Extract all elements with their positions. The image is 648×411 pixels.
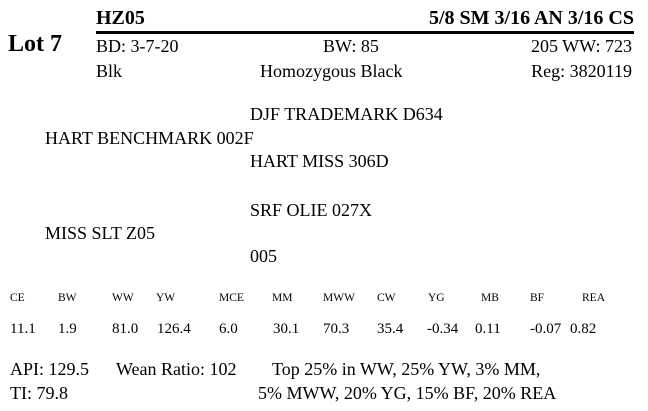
wean-weight: 205 WW: 723 [531,36,632,56]
breed-composition: 5/8 SM 3/16 AN 3/16 CS [428,7,634,29]
epd-label: CE [10,292,25,304]
birth-weight: BW: 85 [323,36,379,56]
epd-label: YW [156,292,176,304]
api-index: API: 129.5 [10,359,90,379]
registration: Reg: 3820119 [531,61,632,81]
animal-name: HZ05 [96,7,145,29]
epd-label: MWW [323,292,355,304]
epd-label: BW [58,292,77,304]
pedigree-sire-dam: HART MISS 306D [250,151,389,171]
birth-date: BD: 3-7-20 [96,36,179,56]
epd-label: MCE [219,292,244,304]
lot-number: Lot 7 [8,31,62,57]
epd-label: WW [112,292,134,304]
header-rule [96,31,634,34]
epd-value: 11.1 [10,321,36,337]
epd-value: 6.0 [219,321,238,337]
epd-value: 0.11 [475,321,501,337]
epd-label: MB [481,292,499,304]
epd-label: CW [377,292,396,304]
epd-value: 0.82 [570,321,597,337]
pedigree-dam: MISS SLT Z05 [45,223,156,243]
pedigree-dam-dam: 005 [250,246,277,266]
epd-value: 126.4 [157,321,191,337]
epd-value: 81.0 [112,321,139,337]
epd-value: -0.07 [530,321,562,337]
epd-value: 35.4 [377,321,404,337]
top-percent-line-1: Top 25% in WW, 25% YW, 3% MM, [272,359,541,379]
epd-label: MM [272,292,293,304]
epd-value: 70.3 [323,321,350,337]
wean-ratio: Wean Ratio: 102 [116,359,237,379]
top-percent-line-2: 5% MWW, 20% YG, 15% BF, 20% REA [258,383,557,403]
pedigree-sire-sire: DJF TRADEMARK D634 [250,104,443,124]
genotype: Homozygous Black [260,61,403,81]
pedigree-sire: HART BENCHMARK 002F [45,128,254,148]
epd-value: 1.9 [58,321,77,337]
epd-value: -0.34 [427,321,459,337]
ti-index: TI: 79.8 [10,383,68,403]
epd-value: 30.1 [273,321,300,337]
pedigree-dam-sire: SRF OLIE 027X [250,200,373,220]
color: Blk [96,61,123,81]
epd-label: BF [530,292,545,304]
epd-label: YG [428,292,445,304]
epd-label: REA [582,292,605,304]
